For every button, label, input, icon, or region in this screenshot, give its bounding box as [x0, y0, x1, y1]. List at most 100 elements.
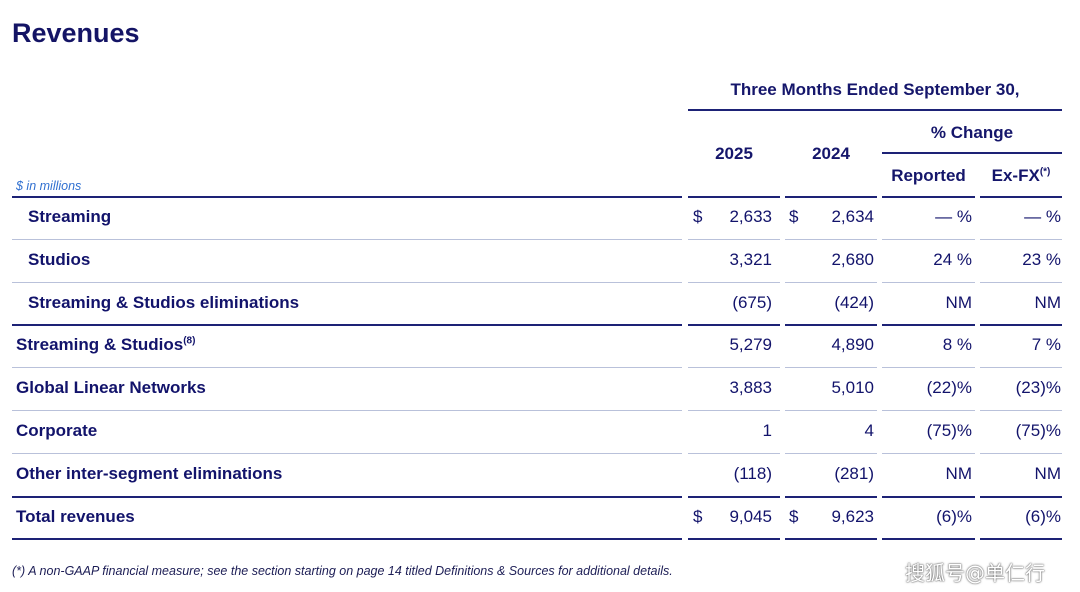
cell-value: 2,680: [831, 249, 874, 269]
title: Revenues: [12, 18, 140, 48]
change-header: % Change: [930, 123, 1014, 142]
rule: [980, 367, 1062, 368]
rule: [12, 239, 682, 240]
period-header: Three Months Ended September 30,: [730, 80, 1020, 99]
cell-value: — %: [935, 207, 972, 226]
cell-value: 9,045: [729, 506, 772, 526]
rule: [882, 324, 975, 326]
rule: [688, 496, 780, 498]
rule: [980, 538, 1062, 540]
rule: [12, 410, 682, 411]
cell-value: 23 %: [1022, 249, 1061, 269]
cell-value: 3,883: [729, 378, 772, 398]
rule: [882, 453, 975, 454]
cell-value: (75)%: [926, 421, 972, 440]
rule: [12, 453, 682, 454]
rule: [882, 538, 975, 540]
cell-value: 1: [762, 421, 772, 440]
row-label: Streaming: [28, 207, 111, 227]
cell-value: (281): [834, 463, 874, 483]
footnote-marker: (8): [183, 335, 196, 347]
rule: [882, 410, 975, 411]
row-label-text: Streaming & Studios: [16, 335, 184, 355]
row-label: Streaming & Studios(8): [16, 335, 195, 355]
rule: [688, 367, 780, 368]
rule: [882, 239, 975, 240]
rule: [12, 538, 682, 540]
cell-value: 9,623: [831, 506, 874, 526]
row-label: Other inter-segment eliminations: [16, 464, 282, 484]
cell-value: NM: [1034, 292, 1061, 312]
rule: [785, 196, 877, 198]
column-header: Ex-FX(*): [980, 166, 1062, 186]
cell-value: 5,010: [831, 378, 874, 398]
row-label-text: Corporate: [16, 421, 98, 440]
rule: [688, 453, 780, 454]
rule: [688, 410, 780, 411]
rule: [882, 282, 975, 283]
row-label-text: Studios: [28, 249, 91, 269]
column-header: Reported: [891, 166, 966, 185]
currency: $: [693, 207, 703, 226]
rule: [688, 109, 1062, 111]
cell-value: (6)%: [1025, 506, 1061, 526]
cell-value: 4: [864, 421, 874, 440]
cell-value: 2,634: [831, 207, 874, 226]
cell-value: NM: [945, 463, 972, 483]
currency: $: [789, 506, 799, 526]
cell-value: 7 %: [1031, 335, 1061, 355]
cell-value: 24 %: [933, 249, 972, 269]
rule: [980, 239, 1062, 240]
row-label: Streaming & Studios eliminations: [28, 293, 299, 313]
row-label-text: Streaming & Studios eliminations: [28, 292, 300, 312]
rule: [688, 196, 780, 198]
row-label-text: Other inter-segment eliminations: [16, 463, 283, 483]
rule: [688, 324, 780, 326]
column-header: 2025: [715, 144, 753, 163]
rule: [980, 282, 1062, 283]
cell-value: NM: [1034, 463, 1061, 483]
rule: [980, 196, 1062, 198]
row-label: Global Linear Networks: [16, 378, 206, 398]
rule: [688, 538, 780, 540]
row-label-text: Total revenues: [16, 506, 135, 526]
rule: [980, 410, 1062, 411]
rule: [785, 410, 877, 411]
cell-value: (23)%: [1015, 378, 1061, 398]
row-label: Corporate: [16, 421, 97, 441]
rule: [980, 496, 1062, 498]
rule: [688, 282, 780, 283]
column-header: 2024: [812, 144, 850, 163]
currency: $: [693, 506, 703, 526]
watermark: 搜狐号@单仁行: [905, 561, 1045, 585]
rule: [12, 324, 682, 326]
row-label-text: Global Linear Networks: [16, 378, 206, 398]
rule: [785, 453, 877, 454]
cell-value: 3,321: [729, 249, 772, 269]
units: $ in millions: [16, 179, 82, 193]
footnote: (*) A non-GAAP financial measure; see th…: [12, 564, 673, 578]
currency: $: [789, 207, 799, 226]
cell-value: 8 %: [942, 335, 972, 355]
column-header-text: Ex-FX: [991, 166, 1040, 185]
cell-value: (6)%: [936, 506, 972, 526]
cell-value: (22)%: [926, 378, 972, 398]
cell-value: — %: [1024, 207, 1061, 226]
rule: [785, 239, 877, 240]
cell-value: NM: [945, 292, 972, 312]
rule: [882, 367, 975, 368]
cell-value: (675): [732, 292, 772, 312]
rule: [882, 496, 975, 498]
rule: [785, 324, 877, 326]
cell-value: (424): [834, 292, 874, 312]
cell-value: 4,890: [831, 335, 874, 355]
rule: [785, 496, 877, 498]
rule: [12, 196, 682, 198]
rule: [882, 152, 1062, 154]
rule: [12, 367, 682, 368]
rule: [12, 282, 682, 283]
cell-value: 2,633: [729, 207, 772, 226]
cell-value: (118): [733, 463, 772, 483]
rule: [882, 196, 975, 198]
